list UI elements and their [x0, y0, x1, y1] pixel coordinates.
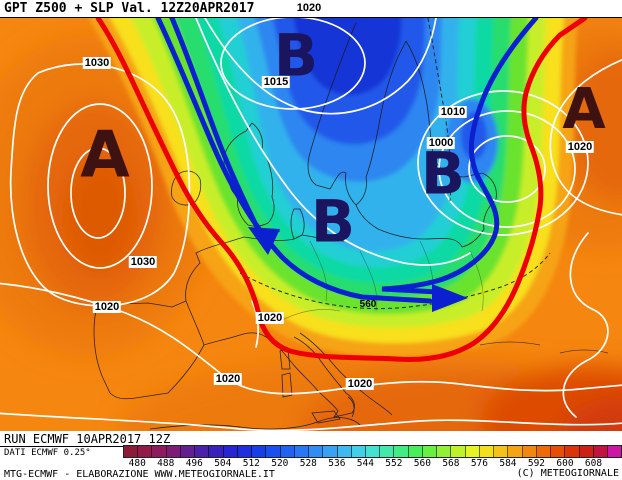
colorbar-tick-label: 480 [128, 458, 146, 469]
colorbar-cell [309, 446, 324, 457]
colorbar-cell [607, 446, 622, 457]
data-resolution-info: DATI ECMWF 0.25° [4, 448, 91, 458]
colorbar-cell [508, 446, 523, 457]
colorbar-cell [138, 446, 153, 457]
colorbar-tick-label: 592 [527, 458, 546, 469]
colorbar-tick-label: 576 [470, 458, 489, 469]
colorbar-cell [365, 446, 381, 457]
colorbar-tick-label: 488 [157, 458, 175, 469]
slp-contours [0, 18, 622, 432]
colorbar-cell [380, 446, 395, 457]
colorbar-cell [223, 446, 238, 457]
gpt-dashed-contours [239, 18, 551, 310]
colorbar-cell [124, 446, 139, 457]
colorbar-tick-label: 584 [499, 458, 517, 469]
colorbar-cell [280, 446, 295, 457]
arrow-right-icon [432, 284, 468, 312]
colorbar-cell [166, 446, 181, 457]
colorbar-tick-label: 568 [442, 458, 460, 469]
elaboration-credit: MTG-ECMWF - ELABORAZIONE WWW.METEOGIORNA… [4, 469, 275, 480]
colorbar-cell [522, 446, 537, 457]
colorbar-cell [479, 446, 495, 457]
colorbar-cell [408, 446, 423, 457]
colorbar-tick-label: 544 [356, 458, 374, 469]
colorbar-cell [565, 446, 580, 457]
colorbar-cell [593, 446, 608, 457]
copyright-notice: (C) METEOGIORNALE [516, 468, 619, 479]
colorbar-cell [252, 446, 267, 457]
colorbar-tick-label: 528 [299, 458, 317, 469]
colorbar-tick-label: 536 [328, 458, 346, 469]
run-underline [0, 446, 163, 447]
colorbar-tick-label: 608 [584, 458, 603, 469]
colorbar-cell [494, 446, 509, 457]
title-bar: GPT Z500 + SLP Val. 12Z20APR2017 [0, 0, 622, 17]
colorbar-cell [351, 446, 366, 457]
run-info: RUN ECMWF 10APR2017 12Z [4, 432, 171, 446]
colorbar-cell [394, 446, 409, 457]
colorbar-tick-label: 496 [185, 458, 203, 469]
colorbar-tick-label: 600 [556, 458, 574, 469]
gpt-colorbar-ticks: 480 488 496 504 512 520 528 536 544 552 560 568 576 5… [0, 458, 622, 470]
colorbar-cell [422, 446, 438, 457]
colorbar-cell [337, 446, 352, 457]
colorbar-cell [465, 446, 480, 457]
jet-stream-warm [95, 18, 588, 362]
arrow-down-icon [248, 227, 280, 255]
colorbar-cell [195, 446, 210, 457]
colorbar-cell [451, 446, 466, 457]
field-orange-shading [0, 21, 622, 432]
colorbar-tick-label: 552 [385, 458, 403, 469]
gpt-colorbar [123, 445, 622, 458]
footer: RUN ECMWF 10APR2017 12Z DATI ECMWF 0.25°… [0, 431, 622, 480]
colorbar-cell [323, 446, 338, 457]
colorbar-cell [237, 446, 253, 457]
colorbar-cell [180, 446, 196, 457]
colorbar-cell [579, 446, 594, 457]
colorbar-tick-label: 504 [214, 458, 232, 469]
colorbar-cell [152, 446, 167, 457]
colorbar-cell [209, 446, 224, 457]
colorbar-cell [266, 446, 281, 457]
colorbar-tick-label: 520 [271, 458, 289, 469]
colorbar-tick-label: 512 [242, 458, 260, 469]
colorbar-cell [294, 446, 310, 457]
colorbar-cell [437, 446, 452, 457]
colorbar-cell [536, 446, 552, 457]
weather-map-canvas [0, 18, 622, 432]
flow-arrowheads [248, 227, 468, 312]
jet-stream-cold [155, 18, 539, 304]
colorbar-tick-label: 560 [413, 458, 431, 469]
page-title: GPT Z500 + SLP Val. 12Z20APR2017 [4, 1, 255, 16]
colorbar-cell [551, 446, 566, 457]
map-area [0, 17, 622, 432]
